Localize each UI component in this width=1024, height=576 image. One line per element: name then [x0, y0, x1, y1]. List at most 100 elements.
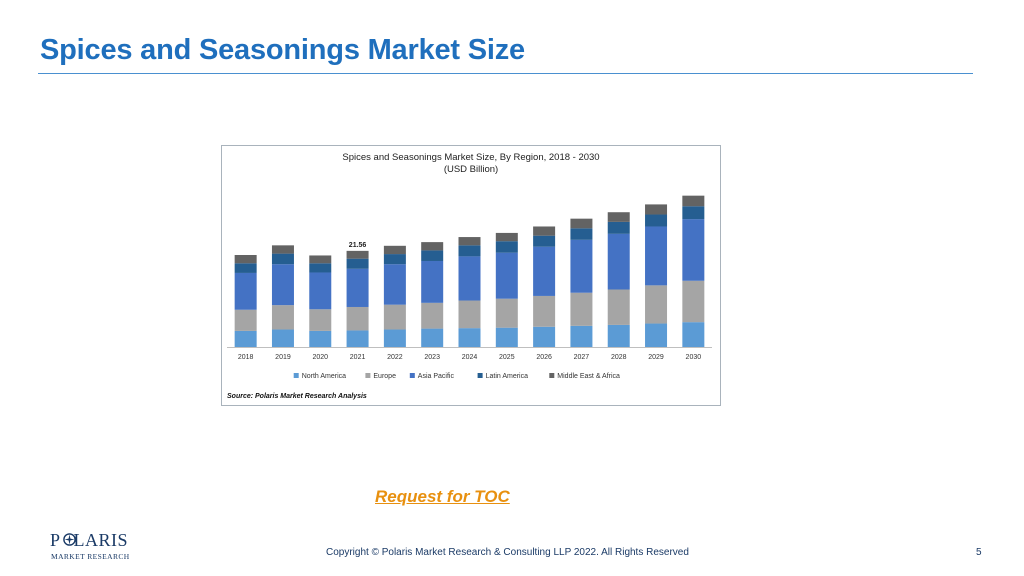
polaris-logo: P LARIS MARKET RESEARCH — [50, 530, 132, 566]
bar-segment — [533, 246, 556, 296]
x-tick-label: 2027 — [574, 354, 590, 361]
bar-segment — [421, 302, 444, 329]
x-tick-label: 2021 — [350, 354, 366, 361]
bar-segment — [421, 260, 444, 303]
bar-segment — [682, 206, 705, 220]
bar-segment — [495, 252, 518, 299]
bar-segment — [234, 330, 257, 347]
bar-segment — [570, 218, 593, 229]
bar-segment — [309, 263, 332, 273]
chart-subtitle: (USD Billion) — [443, 164, 499, 175]
x-tick-label: 2024 — [462, 354, 478, 361]
bar-segment — [682, 322, 705, 347]
bar-segment — [458, 256, 481, 301]
x-tick-label: 2019 — [275, 354, 291, 361]
bar-segment — [533, 295, 556, 327]
bar-segment — [645, 214, 668, 227]
bar-segment — [383, 304, 406, 330]
legend-label: Latin America — [486, 373, 529, 380]
x-tick-label: 2030 — [686, 354, 702, 361]
stacked-bar-chart: 2018 2019 2020 2021 21.56 2022 2023 2024 2025 202… — [227, 195, 712, 380]
bar-segment — [421, 328, 444, 347]
bar-segment — [271, 253, 294, 265]
bar-segment — [383, 329, 406, 347]
legend-swatch — [409, 373, 415, 378]
bar-segment — [495, 298, 518, 328]
star-compass-icon — [63, 533, 76, 546]
bar-segment — [383, 245, 406, 255]
bar-segment — [383, 264, 406, 305]
title-divider — [38, 73, 973, 74]
legend-swatch — [477, 373, 483, 378]
bar-segment — [570, 239, 593, 293]
bar-segment — [607, 289, 630, 325]
bar-segment — [271, 264, 294, 306]
bar-segment — [458, 300, 481, 329]
chart-title: Spices and Seasonings Market Size, By Re… — [342, 152, 600, 163]
request-toc-link[interactable]: Request for TOC — [375, 487, 510, 506]
bar-segment — [346, 258, 369, 269]
bar-segment — [607, 324, 630, 347]
bar-segment — [309, 255, 332, 264]
x-tick-label: 2029 — [648, 354, 664, 361]
bar-segment — [570, 292, 593, 326]
bar-segment — [607, 212, 630, 222]
x-tick-label: 2022 — [387, 354, 403, 361]
bar-segment — [533, 226, 556, 236]
bar-segment — [346, 250, 369, 259]
bar-segment — [421, 242, 444, 251]
copyright-notice: Copyright © Polaris Market Research & Co… — [326, 547, 689, 558]
bar-segment — [458, 237, 481, 246]
bar-segment — [570, 325, 593, 347]
bar-segment — [533, 235, 556, 247]
x-tick-label: 2026 — [536, 354, 552, 361]
x-tick-label: 2020 — [312, 354, 328, 361]
bar-segment — [607, 233, 630, 290]
bar-segment — [645, 285, 668, 324]
bar-segment — [682, 280, 705, 323]
bar-segment — [458, 328, 481, 347]
bar-segment — [458, 245, 481, 257]
legend-label: Asia Pacific — [418, 373, 455, 380]
bar-segment — [234, 255, 257, 264]
x-tick-label: 2018 — [238, 354, 254, 361]
bar-segment — [570, 228, 593, 240]
slide-title: Spices and Seasonings Market Size — [40, 34, 525, 66]
chart-source-note: Source: Polaris Market Research Analysis — [227, 393, 367, 400]
x-tick-label: 2028 — [611, 354, 627, 361]
logo-wordmark: P LARIS — [50, 530, 129, 550]
legend-label: Europe — [373, 373, 396, 380]
x-tick-label: 2025 — [499, 354, 515, 361]
bar-segment — [271, 305, 294, 330]
bar-segment — [346, 306, 369, 331]
data-label: 21.56 — [349, 242, 367, 249]
chart-image-frame: Spices and Seasonings Market Size, By Re… — [221, 145, 721, 406]
bar-segment — [234, 272, 257, 310]
bar-segment — [271, 329, 294, 347]
bar-segment — [234, 263, 257, 273]
bar-segment — [495, 232, 518, 242]
bar-segment — [682, 219, 705, 281]
bar-segment — [234, 309, 257, 331]
bar-segment — [495, 241, 518, 253]
bar-segment — [383, 254, 406, 265]
bar-segment — [271, 245, 294, 254]
bar-segment — [346, 268, 369, 307]
bar-segment — [309, 330, 332, 347]
bar-segment — [533, 326, 556, 347]
bar-segment — [682, 195, 705, 207]
legend-label: Middle East & Africa — [557, 373, 620, 380]
legend-label: North America — [302, 373, 346, 380]
legend-swatch — [549, 373, 555, 378]
page-number: 5 — [976, 547, 982, 558]
bar-segment — [645, 226, 668, 286]
x-tick-label: 2023 — [424, 354, 440, 361]
bar-segment — [495, 327, 518, 347]
bar-segment — [421, 250, 444, 261]
bar-segment — [607, 221, 630, 234]
logo-subtitle: MARKET RESEARCH — [51, 552, 130, 561]
bar-segment — [645, 204, 668, 215]
bar-segment — [645, 323, 668, 347]
bar-segment — [346, 330, 369, 347]
legend-swatch — [293, 373, 299, 378]
